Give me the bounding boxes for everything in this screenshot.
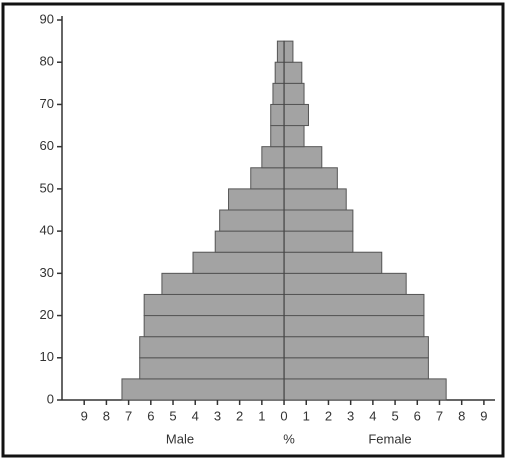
bar	[270, 103, 285, 127]
bar	[283, 357, 429, 380]
bar	[283, 167, 338, 190]
x-tick-label: 7	[436, 408, 443, 423]
y-tick-label: 70	[40, 96, 54, 111]
bar	[283, 251, 383, 274]
y-tick-label: 40	[40, 223, 54, 238]
y-tick-label: 10	[40, 349, 54, 364]
x-tick-label: 7	[125, 408, 132, 423]
male-label: Male	[166, 431, 194, 446]
x-tick-label: 5	[391, 408, 398, 423]
bar	[283, 40, 294, 63]
bar	[283, 125, 305, 148]
bar	[283, 188, 347, 211]
bar	[283, 293, 425, 317]
bar	[214, 230, 285, 253]
bar	[283, 146, 323, 169]
x-tick-label: 2	[236, 408, 243, 423]
x-tick-label: 5	[169, 408, 176, 423]
x-tick-label: 4	[192, 408, 199, 423]
bar	[274, 61, 285, 84]
bar	[283, 378, 447, 401]
bar	[283, 336, 429, 359]
bar	[272, 82, 285, 105]
bar	[283, 315, 425, 338]
bar	[276, 40, 285, 63]
bar	[139, 336, 285, 359]
y-tick-label: 90	[40, 11, 54, 26]
y-tick-label: 30	[40, 265, 54, 280]
x-tick-label: 3	[214, 408, 221, 423]
bar	[283, 230, 354, 253]
x-tick-label: 8	[103, 408, 110, 423]
bar	[228, 188, 285, 211]
bar	[283, 272, 407, 295]
bar	[121, 378, 285, 401]
x-tick-label: 1	[258, 408, 265, 423]
x-tick-label: 8	[458, 408, 465, 423]
y-tick-label: 80	[40, 54, 54, 69]
bar	[219, 209, 285, 232]
y-tick-label: 50	[40, 180, 54, 195]
x-tick-label: 6	[147, 408, 154, 423]
x-tick-label: 1	[303, 408, 310, 423]
bar	[192, 251, 285, 274]
x-tick-label: 4	[369, 408, 376, 423]
x-tick-label: 2	[325, 408, 332, 423]
bar	[283, 103, 309, 127]
x-tick-label: 3	[347, 408, 354, 423]
bar	[283, 61, 303, 84]
bar	[161, 272, 285, 295]
x-tick-label: 9	[480, 408, 487, 423]
bar	[143, 293, 285, 317]
x-axis-label: %	[283, 431, 295, 446]
bar	[261, 146, 285, 169]
y-tick-label: 0	[47, 391, 54, 406]
bar	[283, 82, 305, 105]
y-tick-label: 60	[40, 138, 54, 153]
y-tick-label: 20	[40, 307, 54, 322]
bar	[283, 209, 354, 232]
x-tick-label: 9	[81, 408, 88, 423]
bar	[250, 167, 285, 190]
female-label: Female	[368, 431, 411, 446]
bar	[143, 315, 285, 338]
bar	[270, 125, 285, 148]
x-tick-label: 6	[414, 408, 421, 423]
x-tick-label: 0	[280, 408, 287, 423]
bar	[139, 357, 285, 380]
